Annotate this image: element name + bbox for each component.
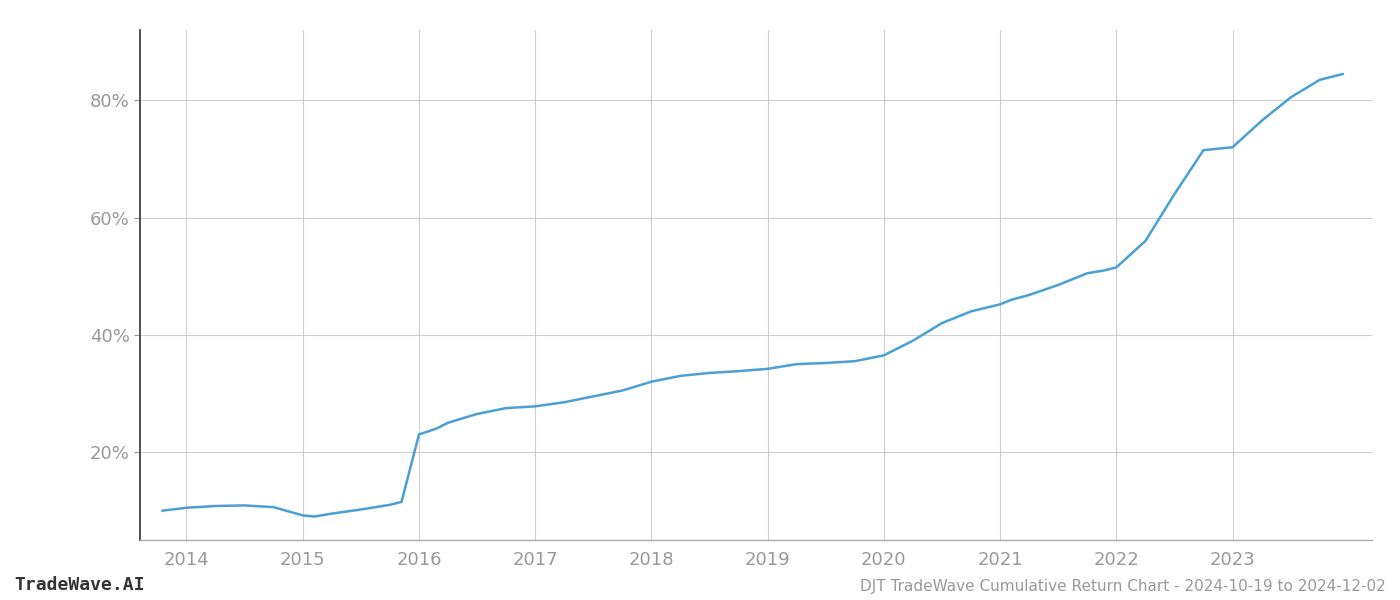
Text: DJT TradeWave Cumulative Return Chart - 2024-10-19 to 2024-12-02: DJT TradeWave Cumulative Return Chart - … [860, 579, 1386, 594]
Text: TradeWave.AI: TradeWave.AI [14, 576, 144, 594]
